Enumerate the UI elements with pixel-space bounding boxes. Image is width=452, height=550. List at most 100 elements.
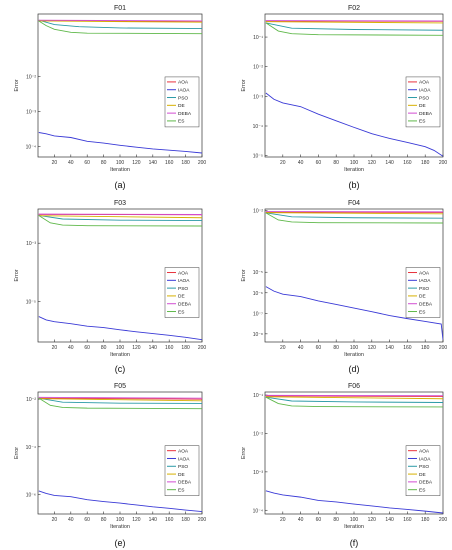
chart-panel-3: F03 20 40 60 80 100 120 140 160 180 200 10⁻³ 10⁻⁵ Ite… <box>14 200 206 374</box>
x-tick-label: 100 <box>116 517 125 523</box>
legend-label-de: DE <box>178 103 185 109</box>
series-line-aoa <box>38 397 202 400</box>
y-axis-label: Error <box>241 269 247 281</box>
x-tick-label: 60 <box>316 517 322 523</box>
series-line-pso <box>38 215 202 222</box>
legend-label-de: DE <box>419 103 426 109</box>
y-axis-label: Error <box>241 79 247 91</box>
panel-caption: (a) <box>115 180 126 190</box>
y-axis-label: Error <box>241 447 247 459</box>
legend-label-de: DE <box>419 294 426 300</box>
chart-panel-4: F04 20 40 60 80 100 120 140 160 180 200 10⁻² 10⁻⁵ 10⁻… <box>241 200 447 374</box>
x-tick-label: 180 <box>181 345 190 351</box>
series-line-pso <box>265 212 443 219</box>
x-tick-label: 100 <box>350 345 359 351</box>
series-line-deba <box>38 396 202 399</box>
chart-title: F06 <box>348 383 360 390</box>
legend-label-deba: DEBA <box>178 480 192 486</box>
y-tick-label: 10⁻⁴ <box>26 445 36 451</box>
y-tick-label: 10⁻² <box>253 431 263 437</box>
y-tick-label: 10⁻⁸ <box>253 332 263 338</box>
y-tick-label: 10⁻³ <box>26 241 36 247</box>
x-tick-label: 120 <box>368 345 377 351</box>
y-tick-label: 10⁻³ <box>26 109 36 115</box>
y-tick-label: 10⁻² <box>253 209 263 215</box>
x-tick-label: 160 <box>165 160 174 166</box>
chart-panel-1: F01 20 40 60 80 100 120 140 160 180 200 10⁻² 10⁻³ 10⁻… <box>14 5 206 190</box>
x-tick-label: 200 <box>439 517 448 523</box>
legend-label-iaoa: IAOA <box>419 278 431 284</box>
y-tick-label: 10⁻² <box>26 397 36 403</box>
x-tick-label: 20 <box>280 160 286 166</box>
series-line-de <box>38 398 202 402</box>
legend-box <box>405 445 441 496</box>
legend-label-aoa: AOA <box>419 270 430 276</box>
x-tick-label: 60 <box>316 345 322 351</box>
series-line-iaoa <box>265 92 443 157</box>
x-tick-label: 80 <box>101 345 107 351</box>
x-tick-label: 160 <box>403 345 412 351</box>
x-axis-label: Iteration <box>110 524 130 530</box>
legend-label-iaoa: IAOA <box>178 88 190 94</box>
x-tick-label: 100 <box>116 345 125 351</box>
legend-box <box>164 76 200 128</box>
x-tick-label: 80 <box>333 160 339 166</box>
legend-label-de: DE <box>178 294 185 300</box>
x-tick-label: 100 <box>350 517 359 523</box>
legend-label-pso: PSO <box>419 95 429 101</box>
series-line-es <box>265 396 443 408</box>
series-line-pso <box>38 397 202 404</box>
series-line-de <box>265 212 443 215</box>
x-tick-label: 20 <box>52 345 58 351</box>
x-axis-label: Iteration <box>344 167 364 173</box>
chart-title: F02 <box>348 5 360 12</box>
series-line-es <box>38 20 202 35</box>
series-line-iaoa <box>38 490 202 513</box>
series-line-de <box>38 215 202 219</box>
y-axis-label: Error <box>14 79 20 91</box>
y-tick-label: 10⁻² <box>253 65 263 71</box>
x-tick-label: 180 <box>421 160 430 166</box>
x-tick-label: 40 <box>68 345 74 351</box>
x-axis-label: Iteration <box>110 352 130 358</box>
x-tick-label: 80 <box>101 517 107 523</box>
legend-label-es: ES <box>419 487 425 493</box>
legend-box <box>164 445 200 496</box>
x-tick-label: 200 <box>198 160 207 166</box>
chart-panel-6: F06 20 40 60 80 100 120 140 160 180 200 10⁻¹ 10⁻² 10⁻… <box>241 383 447 548</box>
series-line-es <box>265 22 443 36</box>
x-tick-label: 200 <box>439 160 448 166</box>
legend-label-pso: PSO <box>419 286 429 292</box>
series-line-es <box>265 212 443 224</box>
y-tick-label: 10⁻⁶ <box>253 291 263 297</box>
legend-label-deba: DEBA <box>419 111 433 117</box>
x-tick-label: 40 <box>298 517 304 523</box>
legend-label-deba: DEBA <box>419 302 433 308</box>
series-line-iaoa <box>38 316 202 341</box>
x-tick-label: 60 <box>84 160 90 166</box>
legend-label-deba: DEBA <box>178 111 192 117</box>
x-tick-label: 140 <box>385 517 394 523</box>
legend-label-aoa: AOA <box>419 448 430 454</box>
y-tick-label: 10⁻⁵ <box>26 299 36 305</box>
x-tick-label: 160 <box>403 517 412 523</box>
series-line-de <box>265 21 443 24</box>
x-tick-label: 140 <box>149 517 158 523</box>
x-tick-label: 20 <box>280 345 286 351</box>
legend-label-de: DE <box>178 472 185 478</box>
x-tick-label: 40 <box>298 345 304 351</box>
series-line-es <box>38 215 202 227</box>
y-tick-label: 10⁻⁷ <box>253 311 263 317</box>
x-tick-label: 180 <box>181 160 190 166</box>
y-tick-label: 10⁻⁴ <box>26 144 36 150</box>
y-tick-label: 10⁻¹ <box>253 393 263 399</box>
x-tick-label: 200 <box>198 517 207 523</box>
x-tick-label: 60 <box>84 517 90 523</box>
panel-caption: (f) <box>350 538 359 548</box>
x-tick-label: 180 <box>421 345 430 351</box>
x-axis-label: Iteration <box>344 524 364 530</box>
y-tick-label: 10⁻³ <box>253 94 263 100</box>
